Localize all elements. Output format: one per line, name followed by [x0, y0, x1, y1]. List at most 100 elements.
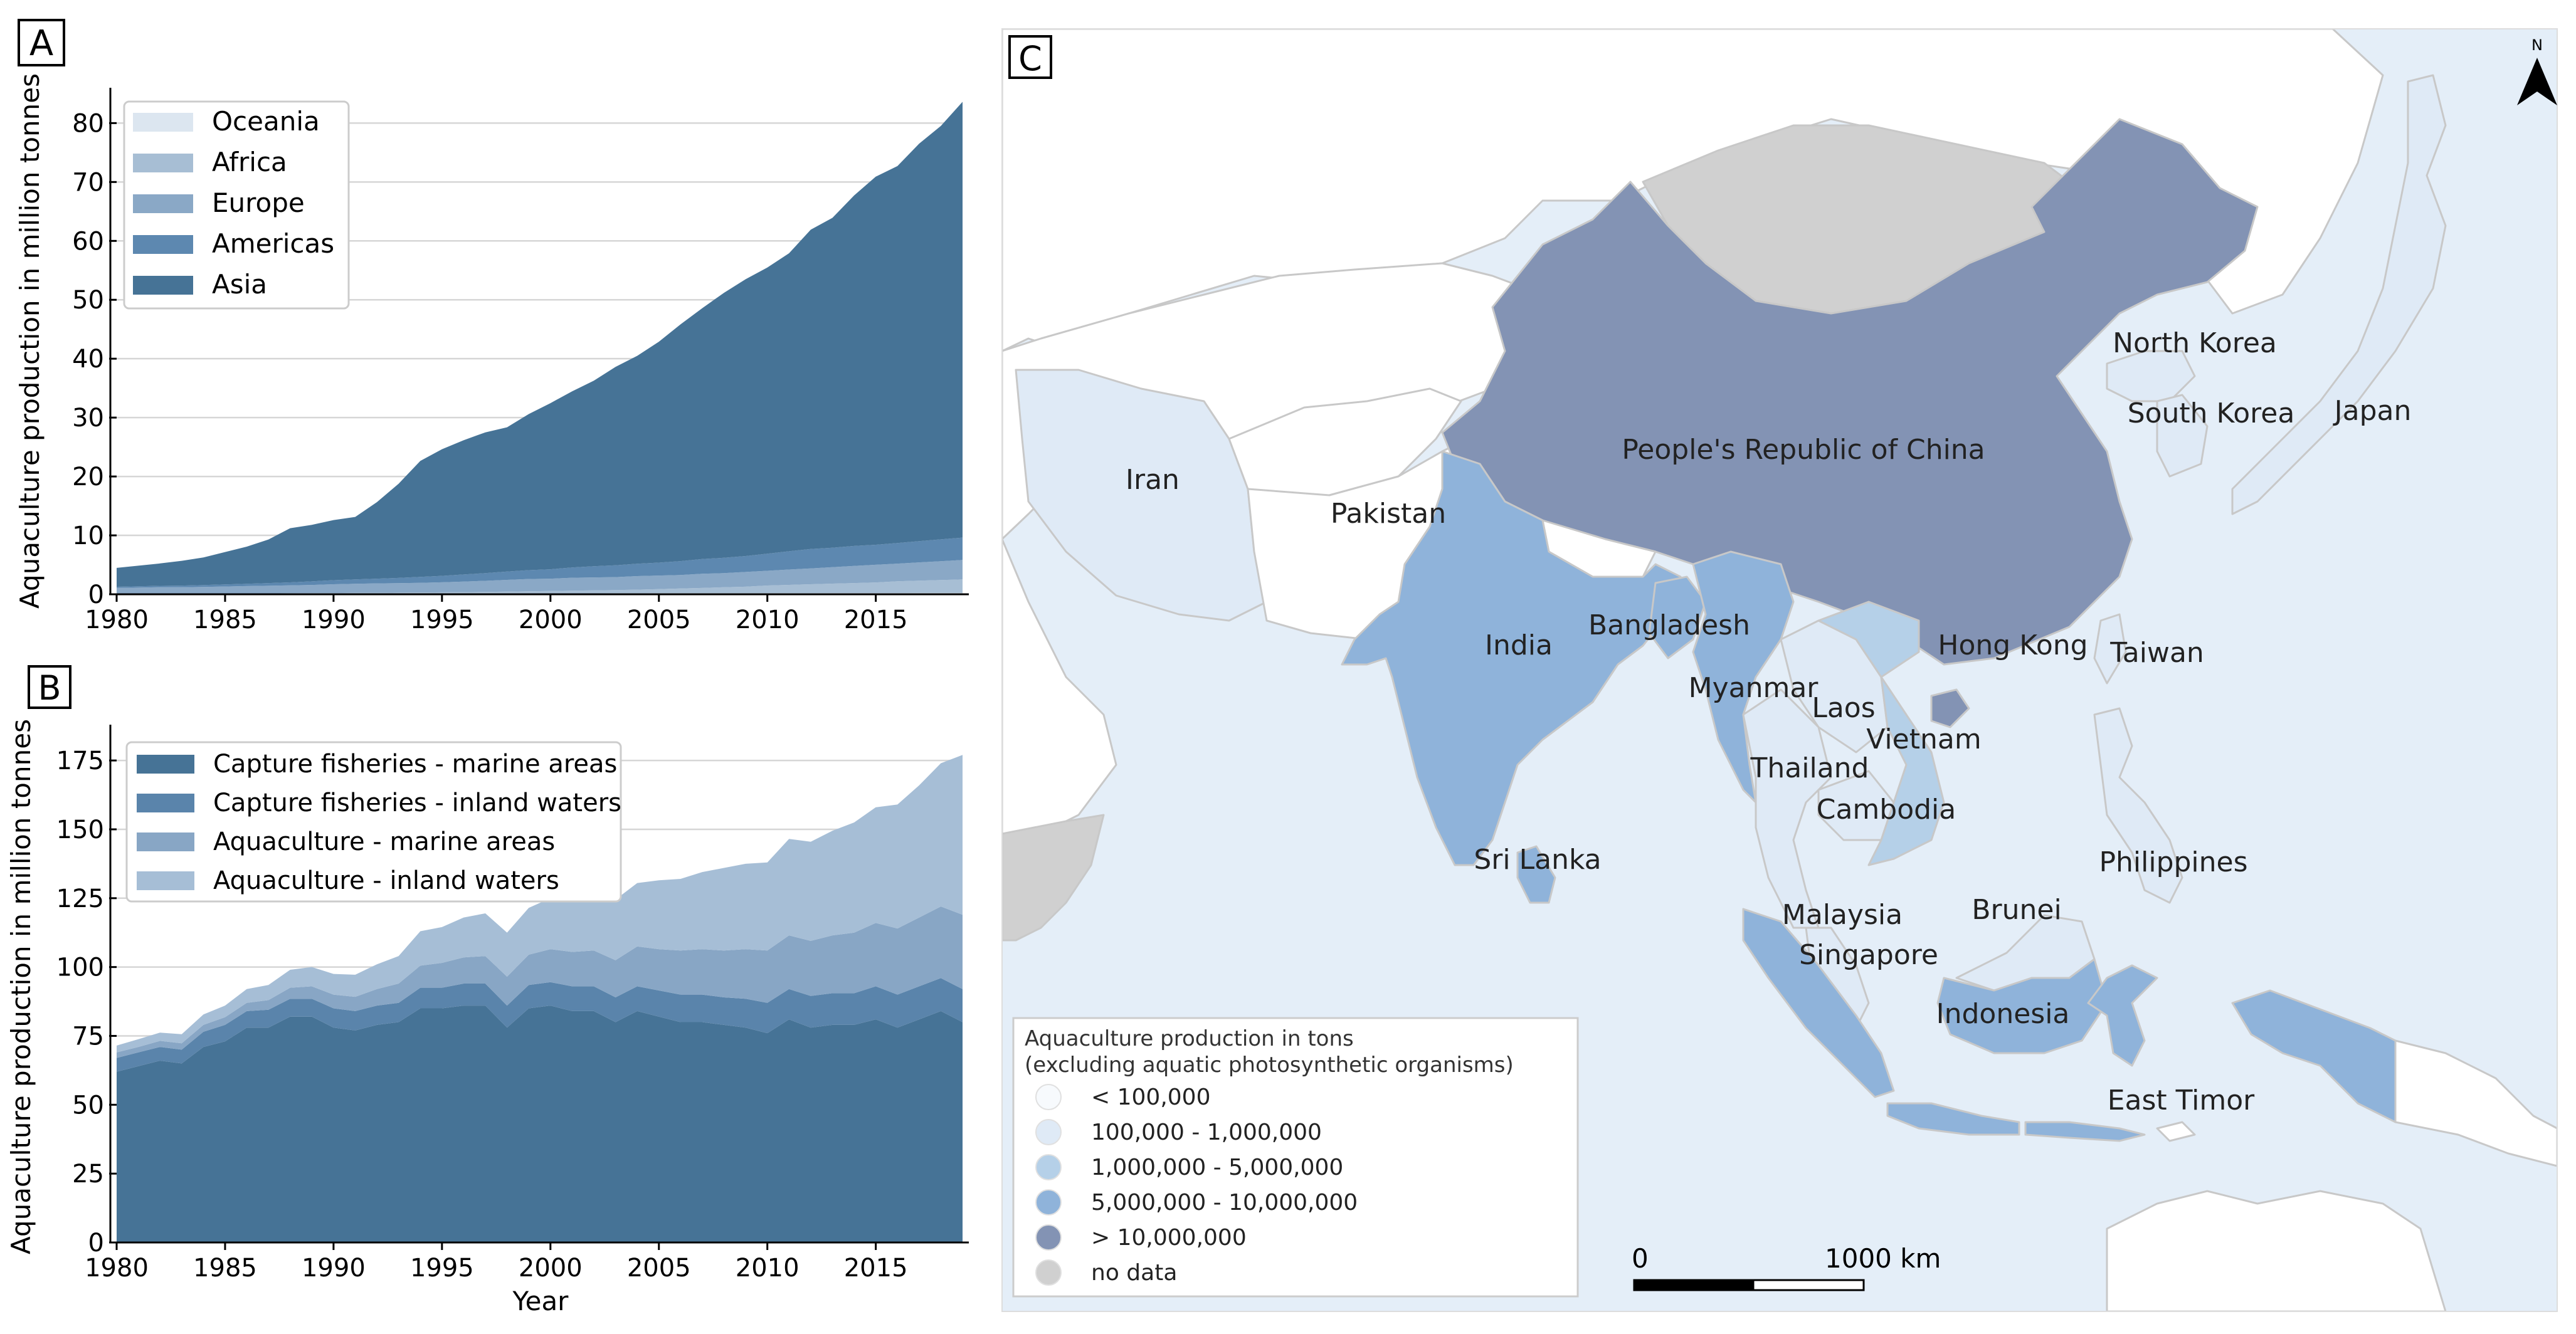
y-tick-label: 30: [72, 404, 104, 433]
legend-swatch: [137, 871, 194, 890]
legend-label: Africa: [212, 147, 287, 177]
map-legend-swatch: [1035, 1259, 1062, 1286]
x-tick-label: 1990: [302, 606, 366, 634]
map-legend-swatch: [1035, 1119, 1062, 1145]
y-tick-label: 50: [72, 286, 104, 315]
x-tick-label: 1985: [193, 1254, 257, 1283]
y-tick-label: 0: [88, 1229, 104, 1258]
panel-b-legend: Capture fisheries - marine areas Capture …: [125, 741, 622, 903]
area-aquaculture-marine-areas: [117, 906, 963, 1058]
x-tick-label: 2000: [519, 1254, 583, 1283]
panel-b-x-label: Year: [512, 1286, 569, 1316]
scale-bar-dark-segment: [1633, 1279, 1755, 1291]
country-label-japan: Japan: [2333, 395, 2412, 427]
country-label-hong-kong: Hong Kong: [1938, 629, 2088, 661]
legend-swatch: [133, 235, 193, 254]
philippines-shape: [2093, 707, 2183, 904]
country-label-bangladesh: Bangladesh: [1588, 609, 1750, 641]
legend-label: Europe: [212, 187, 305, 218]
nusa-tenggara-shape: [2024, 1121, 2146, 1142]
india-shape: [1341, 450, 1682, 866]
y-tick-label: 100: [56, 953, 104, 982]
y-tick-label: 60: [72, 227, 104, 256]
north-label: N: [2531, 36, 2543, 54]
country-label-malaysia: Malaysia: [1782, 899, 1903, 931]
map-legend-class-label: 1,000,000 - 5,000,000: [1091, 1155, 1343, 1180]
map-legend-class-label: > 10,000,000: [1091, 1225, 1247, 1251]
legend-label: Aquaculture - marine areas: [213, 827, 555, 856]
legend-swatch: [133, 154, 193, 172]
sumatra-shape: [1742, 908, 1895, 1098]
sri-lanka-shape: [1516, 845, 1556, 904]
map-panel: C N People's Republic of China North Kor…: [1001, 28, 2558, 1312]
x-tick-label: 1995: [410, 606, 474, 634]
thailand-shape: [1742, 688, 1832, 929]
java-shape: [1886, 1102, 2020, 1136]
x-tick-label: 2015: [844, 1254, 908, 1283]
panel-b-areas: [117, 755, 963, 1242]
map-legend-class-label: no data: [1091, 1260, 1177, 1286]
legend-label: Oceania: [212, 106, 320, 137]
area-asia: [117, 102, 963, 587]
panel-b-label-box: [28, 665, 71, 709]
y-tick-label: 20: [72, 463, 104, 491]
legend-swatch: [133, 194, 193, 213]
country-label-myanmar: Myanmar: [1689, 672, 1819, 704]
panel-a-label: A: [29, 23, 53, 64]
africa-horn-shape: [1002, 814, 1105, 942]
north-korea-shape: [2106, 350, 2196, 402]
map-legend-class-label: 100,000 - 1,000,000: [1091, 1120, 1322, 1145]
legend-label: Asia: [212, 269, 267, 300]
hainan-shape: [1930, 688, 1970, 728]
country-label-singapore: Singapore: [1799, 939, 1938, 971]
east-timor-shape: [2156, 1121, 2196, 1142]
map-label-box: [1008, 35, 1052, 79]
legend-swatch: [137, 832, 194, 851]
panel-a-legend: Oceania Africa Europe Americas Asia: [123, 100, 350, 310]
country-label-philippines: Philippines: [2099, 846, 2247, 878]
country-label-laos: Laos: [1812, 692, 1875, 724]
x-tick-label: 1985: [193, 606, 257, 634]
map-legend-swatch: [1035, 1084, 1062, 1110]
map-legend-class-label: < 100,000: [1091, 1085, 1210, 1110]
taiwan-shape: [2093, 613, 2127, 685]
country-label-pakistan: Pakistan: [1331, 498, 1446, 530]
map-legend: Aquaculture production in tons (excludin…: [1012, 1017, 1579, 1298]
scale-bar: 0 1000 km: [1632, 1243, 1941, 1291]
scale-bar-light-segment: [1752, 1279, 1865, 1291]
japan-shape: [2231, 74, 2447, 515]
x-tick-label: 1980: [85, 1254, 149, 1283]
panel-b-ticks: 0 25 50 75 100 125 150 175 1980 1985 1990 1995 2000 2…: [56, 747, 908, 1283]
legend-swatch: [137, 755, 194, 774]
area-americas: [117, 537, 963, 588]
australia-shape: [2106, 1190, 2447, 1311]
x-tick-label: 2015: [844, 606, 908, 634]
y-tick-label: 150: [56, 816, 104, 844]
country-label-north-korea: North Korea: [2113, 327, 2277, 359]
panel-a-legend-frame: [123, 100, 350, 310]
vietnam-shape: [1817, 601, 1945, 866]
map-legend-swatch: [1035, 1189, 1062, 1216]
x-tick-label: 2000: [519, 606, 583, 634]
legend-label: Capture fisheries - inland waters: [213, 789, 621, 817]
myanmar-shape: [1692, 550, 1795, 804]
south-korea-shape: [2156, 394, 2209, 478]
area-capture-fisheries-marine-areas: [117, 1006, 963, 1242]
country-label-india: India: [1485, 629, 1553, 661]
legend-label: Capture fisheries - marine areas: [213, 750, 617, 779]
x-tick-label: 2005: [627, 1254, 691, 1283]
panel-a-ticks: 0 10 20 30 40 50 60 70 80 1980 1985 1990 1995 2000 200…: [72, 109, 907, 634]
panel-b-label: B: [38, 668, 61, 708]
country-label-east-timor: East Timor: [2108, 1085, 2255, 1116]
y-tick-label: 40: [72, 345, 104, 374]
x-tick-label: 1990: [302, 1254, 366, 1283]
area-africa: [117, 579, 963, 594]
map-label: C: [1018, 39, 1042, 78]
map-frame: [1001, 28, 2558, 1312]
legend-swatch: [133, 113, 193, 132]
map-legend-frame: [1012, 1017, 1579, 1298]
area-capture-fisheries-inland-waters: [117, 978, 963, 1072]
x-tick-label: 2005: [627, 606, 691, 634]
map-legend-title: Aquaculture production in tons: [1025, 1026, 1354, 1051]
